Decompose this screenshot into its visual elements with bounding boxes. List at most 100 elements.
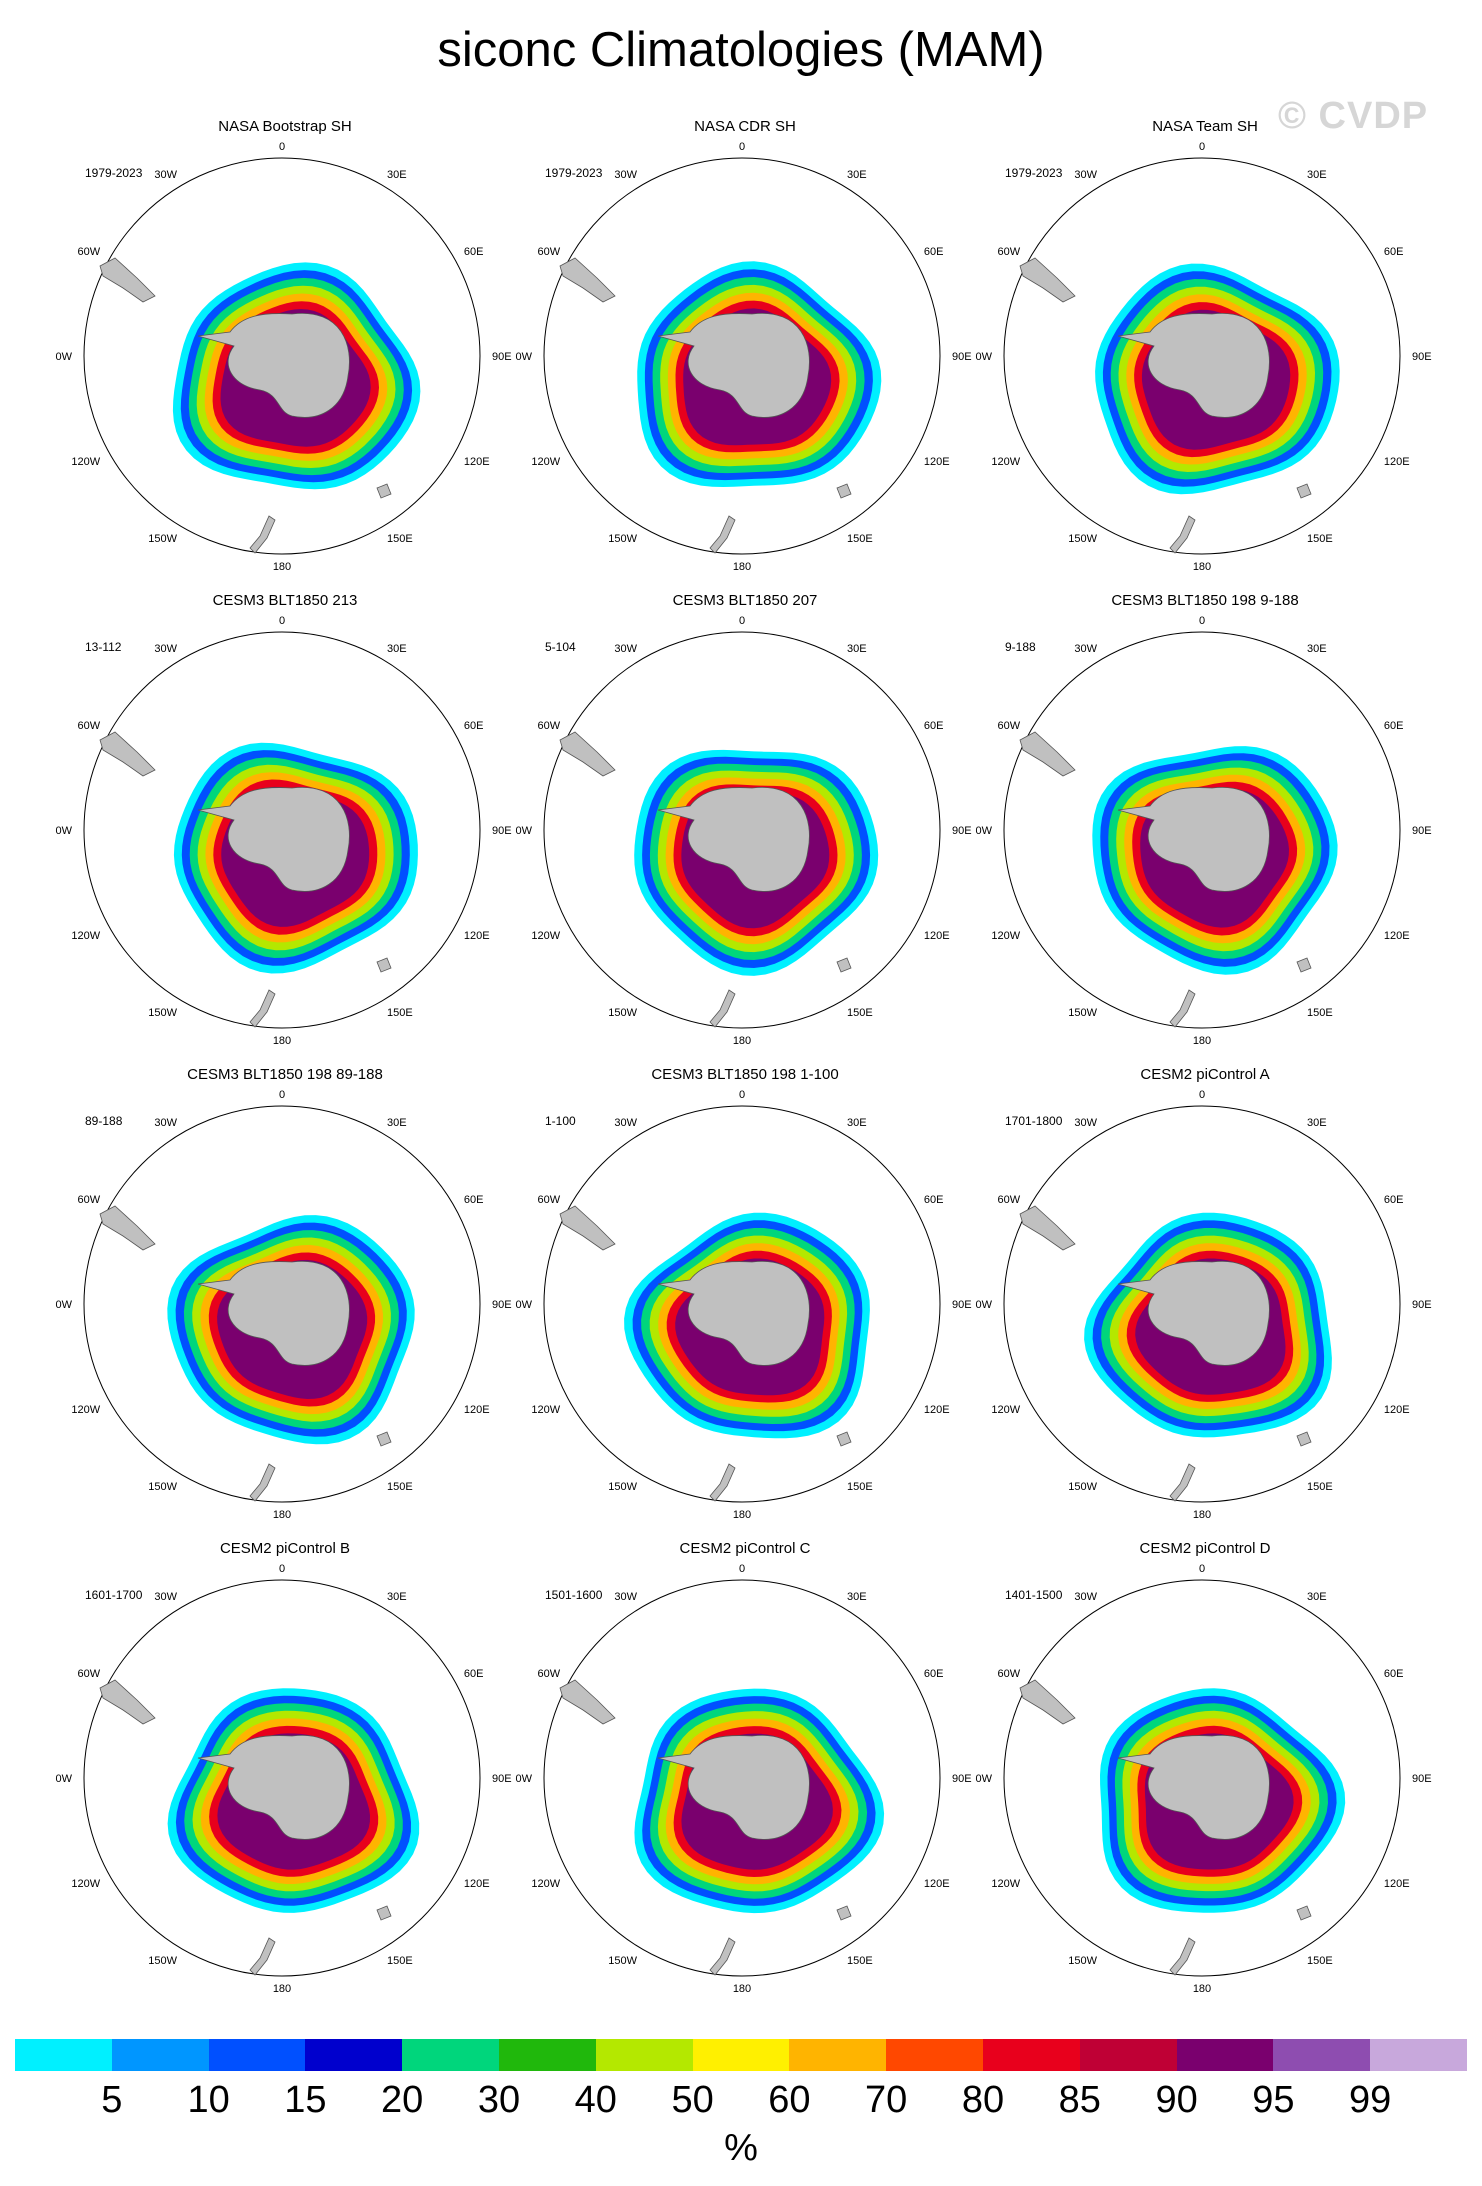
new-zealand-landmass — [249, 1463, 276, 1502]
polar-map: 0 30E 60E 90E 120E 150E 180 150W 120W 90W 60W 30W — [975, 1563, 1432, 1995]
polar-map: 0 30E 60E 90E 120E 150E 180 150W 120W 90W 60W 30W — [55, 141, 512, 573]
longitude-label: 30E — [1307, 169, 1327, 181]
longitude-label: 150E — [847, 1007, 873, 1019]
map-panel: CESM2 piControl C 1501-1600 0 30E 60E 90E 120E… — [515, 1540, 975, 2000]
longitude-label: 180 — [733, 1509, 751, 1521]
longitude-label: 30W — [1074, 643, 1097, 655]
longitude-label: 120E — [464, 1404, 490, 1416]
colorbar — [15, 2039, 1467, 2071]
antarctica-landmass — [657, 1735, 810, 1840]
longitude-label: 120E — [1384, 1404, 1410, 1416]
longitude-label: 90E — [492, 1773, 512, 1785]
tasmania-landmass — [376, 1431, 392, 1447]
longitude-label: 30E — [1307, 1117, 1327, 1129]
longitude-label: 120W — [991, 1878, 1020, 1890]
longitude-label: 60E — [464, 1668, 484, 1680]
longitude-label: 180 — [1193, 561, 1211, 573]
longitude-label: 150W — [608, 1481, 637, 1493]
colorbar-units: % — [724, 2127, 758, 2169]
colorbar-tick-label: 20 — [381, 2079, 424, 2121]
longitude-label: 0 — [739, 1089, 745, 1101]
south-america-landmass — [559, 731, 616, 777]
colorbar-segment — [111, 2039, 209, 2071]
longitude-label: 0 — [1199, 141, 1205, 153]
longitude-label: 90E — [952, 1773, 972, 1785]
longitude-label: 150W — [148, 1481, 177, 1493]
longitude-label: 0 — [1199, 1089, 1205, 1101]
panel-title: CESM2 piControl C — [679, 1540, 811, 1557]
longitude-label: 120E — [924, 456, 950, 468]
new-zealand-landmass — [709, 989, 736, 1028]
longitude-label: 90E — [492, 1299, 512, 1311]
longitude-label: 90E — [952, 351, 972, 363]
longitude-label: 90E — [1412, 1299, 1432, 1311]
longitude-label: 30E — [847, 1117, 867, 1129]
colorbar-segment — [886, 2039, 983, 2071]
longitude-label: 90E — [1412, 1773, 1432, 1785]
longitude-label: 30W — [1074, 1591, 1097, 1603]
polar-map: 0 30E 60E 90E 120E 150E 180 150W 120W 90W 60W 30W — [515, 1563, 972, 1995]
polar-map: 0 30E 60E 90E 120E 150E 180 150W 120W 90W 60W 30W — [515, 1089, 972, 1521]
longitude-label: 90W — [975, 825, 993, 837]
panel-period: 1601-1700 — [85, 1588, 143, 1602]
longitude-label: 60E — [464, 1194, 484, 1206]
new-zealand-landmass — [709, 1937, 736, 1976]
longitude-label: 120E — [464, 1878, 490, 1890]
longitude-label: 180 — [1193, 1983, 1211, 1995]
colorbar-tick-label: 90 — [1155, 2079, 1198, 2121]
colorbar-tick-label: 85 — [1058, 2079, 1101, 2121]
longitude-label: 90E — [952, 825, 972, 837]
longitude-label: 90W — [515, 1299, 533, 1311]
colorbar-segment — [402, 2039, 499, 2071]
map-panel: NASA Team SH 1979-2023 0 30E 60E 90E 120E 150E 1… — [975, 118, 1435, 578]
longitude-label: 60E — [464, 246, 484, 258]
colorbar-segment — [789, 2039, 887, 2071]
tasmania-landmass — [836, 483, 852, 499]
map-panel: CESM3 BLT1850 207 5-104 0 30E 60E 90E 120E 150E… — [515, 592, 975, 1052]
colorbar-segment — [15, 2039, 112, 2071]
colorbar-tick-label: 99 — [1349, 2079, 1392, 2121]
longitude-label: 30E — [847, 169, 867, 181]
panel-period: 1979-2023 — [545, 166, 603, 180]
longitude-label: 150W — [148, 1955, 177, 1967]
longitude-label: 180 — [273, 1035, 291, 1047]
longitude-label: 120W — [531, 1404, 560, 1416]
longitude-label: 120W — [991, 456, 1020, 468]
antarctica-landmass — [657, 787, 810, 892]
longitude-label: 150E — [387, 1481, 413, 1493]
tasmania-landmass — [836, 1431, 852, 1447]
longitude-label: 120W — [71, 456, 100, 468]
longitude-label: 30E — [387, 169, 407, 181]
longitude-label: 60W — [537, 720, 560, 732]
longitude-label: 180 — [273, 1983, 291, 1995]
new-zealand-landmass — [249, 515, 276, 554]
map-panel: CESM2 piControl D 1401-1500 0 30E 60E 90E 120E… — [975, 1540, 1435, 2000]
longitude-label: 180 — [273, 1509, 291, 1521]
longitude-label: 30W — [154, 1117, 177, 1129]
antarctica-landmass — [197, 1261, 350, 1366]
longitude-label: 30W — [614, 643, 637, 655]
longitude-label: 60E — [1384, 1668, 1404, 1680]
tasmania-landmass — [376, 1905, 392, 1921]
longitude-label: 150W — [608, 1955, 637, 1967]
map-panel: CESM3 BLT1850 198 89-188 89-188 0 30E 60E 90E… — [55, 1066, 515, 1526]
longitude-label: 180 — [733, 1035, 751, 1047]
tasmania-landmass — [836, 1905, 852, 1921]
south-america-landmass — [1019, 1679, 1076, 1725]
longitude-label: 30E — [387, 1591, 407, 1603]
new-zealand-landmass — [1169, 1463, 1196, 1502]
colorbar-tick-label: 50 — [671, 2079, 714, 2121]
longitude-label: 180 — [733, 561, 751, 573]
tasmania-landmass — [836, 957, 852, 973]
panel-title: CESM3 BLT1850 207 — [672, 592, 818, 609]
colorbar-tick-label: 60 — [768, 2079, 811, 2121]
longitude-label: 30W — [614, 169, 637, 181]
tasmania-landmass — [1296, 1431, 1312, 1447]
panel-title: CESM3 BLT1850 198 89-188 — [187, 1066, 383, 1083]
longitude-label: 120E — [924, 1878, 950, 1890]
longitude-label: 30E — [1307, 1591, 1327, 1603]
colorbar-segment — [498, 2039, 596, 2071]
panel-period: 89-188 — [85, 1114, 123, 1128]
new-zealand-landmass — [1169, 1937, 1196, 1976]
longitude-label: 60W — [997, 246, 1020, 258]
